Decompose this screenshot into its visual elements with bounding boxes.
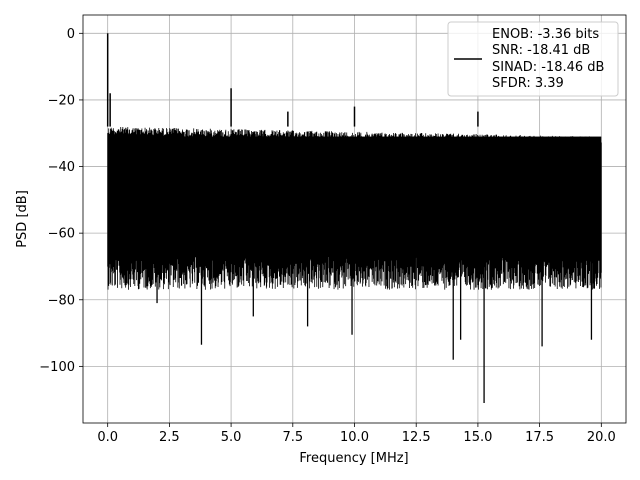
y-tick-label: −60: [48, 227, 75, 242]
x-tick-label: 10.0: [340, 430, 369, 445]
legend-entry-enob: ENOB: -3.36 bits: [492, 27, 599, 42]
legend-entry-snr: SNR: -18.41 dB: [492, 43, 590, 58]
x-tick-label: 7.5: [282, 430, 303, 445]
y-tick-label: −80: [48, 293, 75, 308]
legend-entry-sfdr: SFDR: 3.39: [492, 76, 564, 91]
psd-trace: [107, 127, 602, 290]
x-tick-label: 0.0: [97, 430, 118, 445]
legend: ENOB: -3.36 bits SNR: -18.41 dB SINAD: -…: [447, 21, 619, 97]
y-tick-label: −20: [48, 93, 75, 108]
series-group: [106, 33, 602, 404]
y-tick-label: 0: [67, 27, 75, 42]
x-axis-label: Frequency [MHz]: [299, 451, 408, 466]
x-tick-label: 20.0: [587, 430, 616, 445]
y-ticks: 0 −20 −40 −60 −80 −100: [39, 27, 83, 375]
legend-entry-sinad: SINAD: -18.46 dB: [492, 60, 604, 75]
x-ticks: 0.0 2.5 5.0 7.5 10.0 12.5 15.0 17.5 20.0: [97, 423, 616, 445]
x-tick-label: 12.5: [402, 430, 431, 445]
x-tick-label: 2.5: [159, 430, 180, 445]
x-tick-label: 17.5: [525, 430, 554, 445]
x-tick-label: 5.0: [221, 430, 242, 445]
legend-box: [447, 21, 619, 97]
y-tick-label: −100: [39, 360, 75, 375]
x-tick-label: 15.0: [463, 430, 492, 445]
y-axis-label: PSD [dB]: [15, 190, 30, 248]
y-tick-label: −40: [48, 160, 75, 175]
